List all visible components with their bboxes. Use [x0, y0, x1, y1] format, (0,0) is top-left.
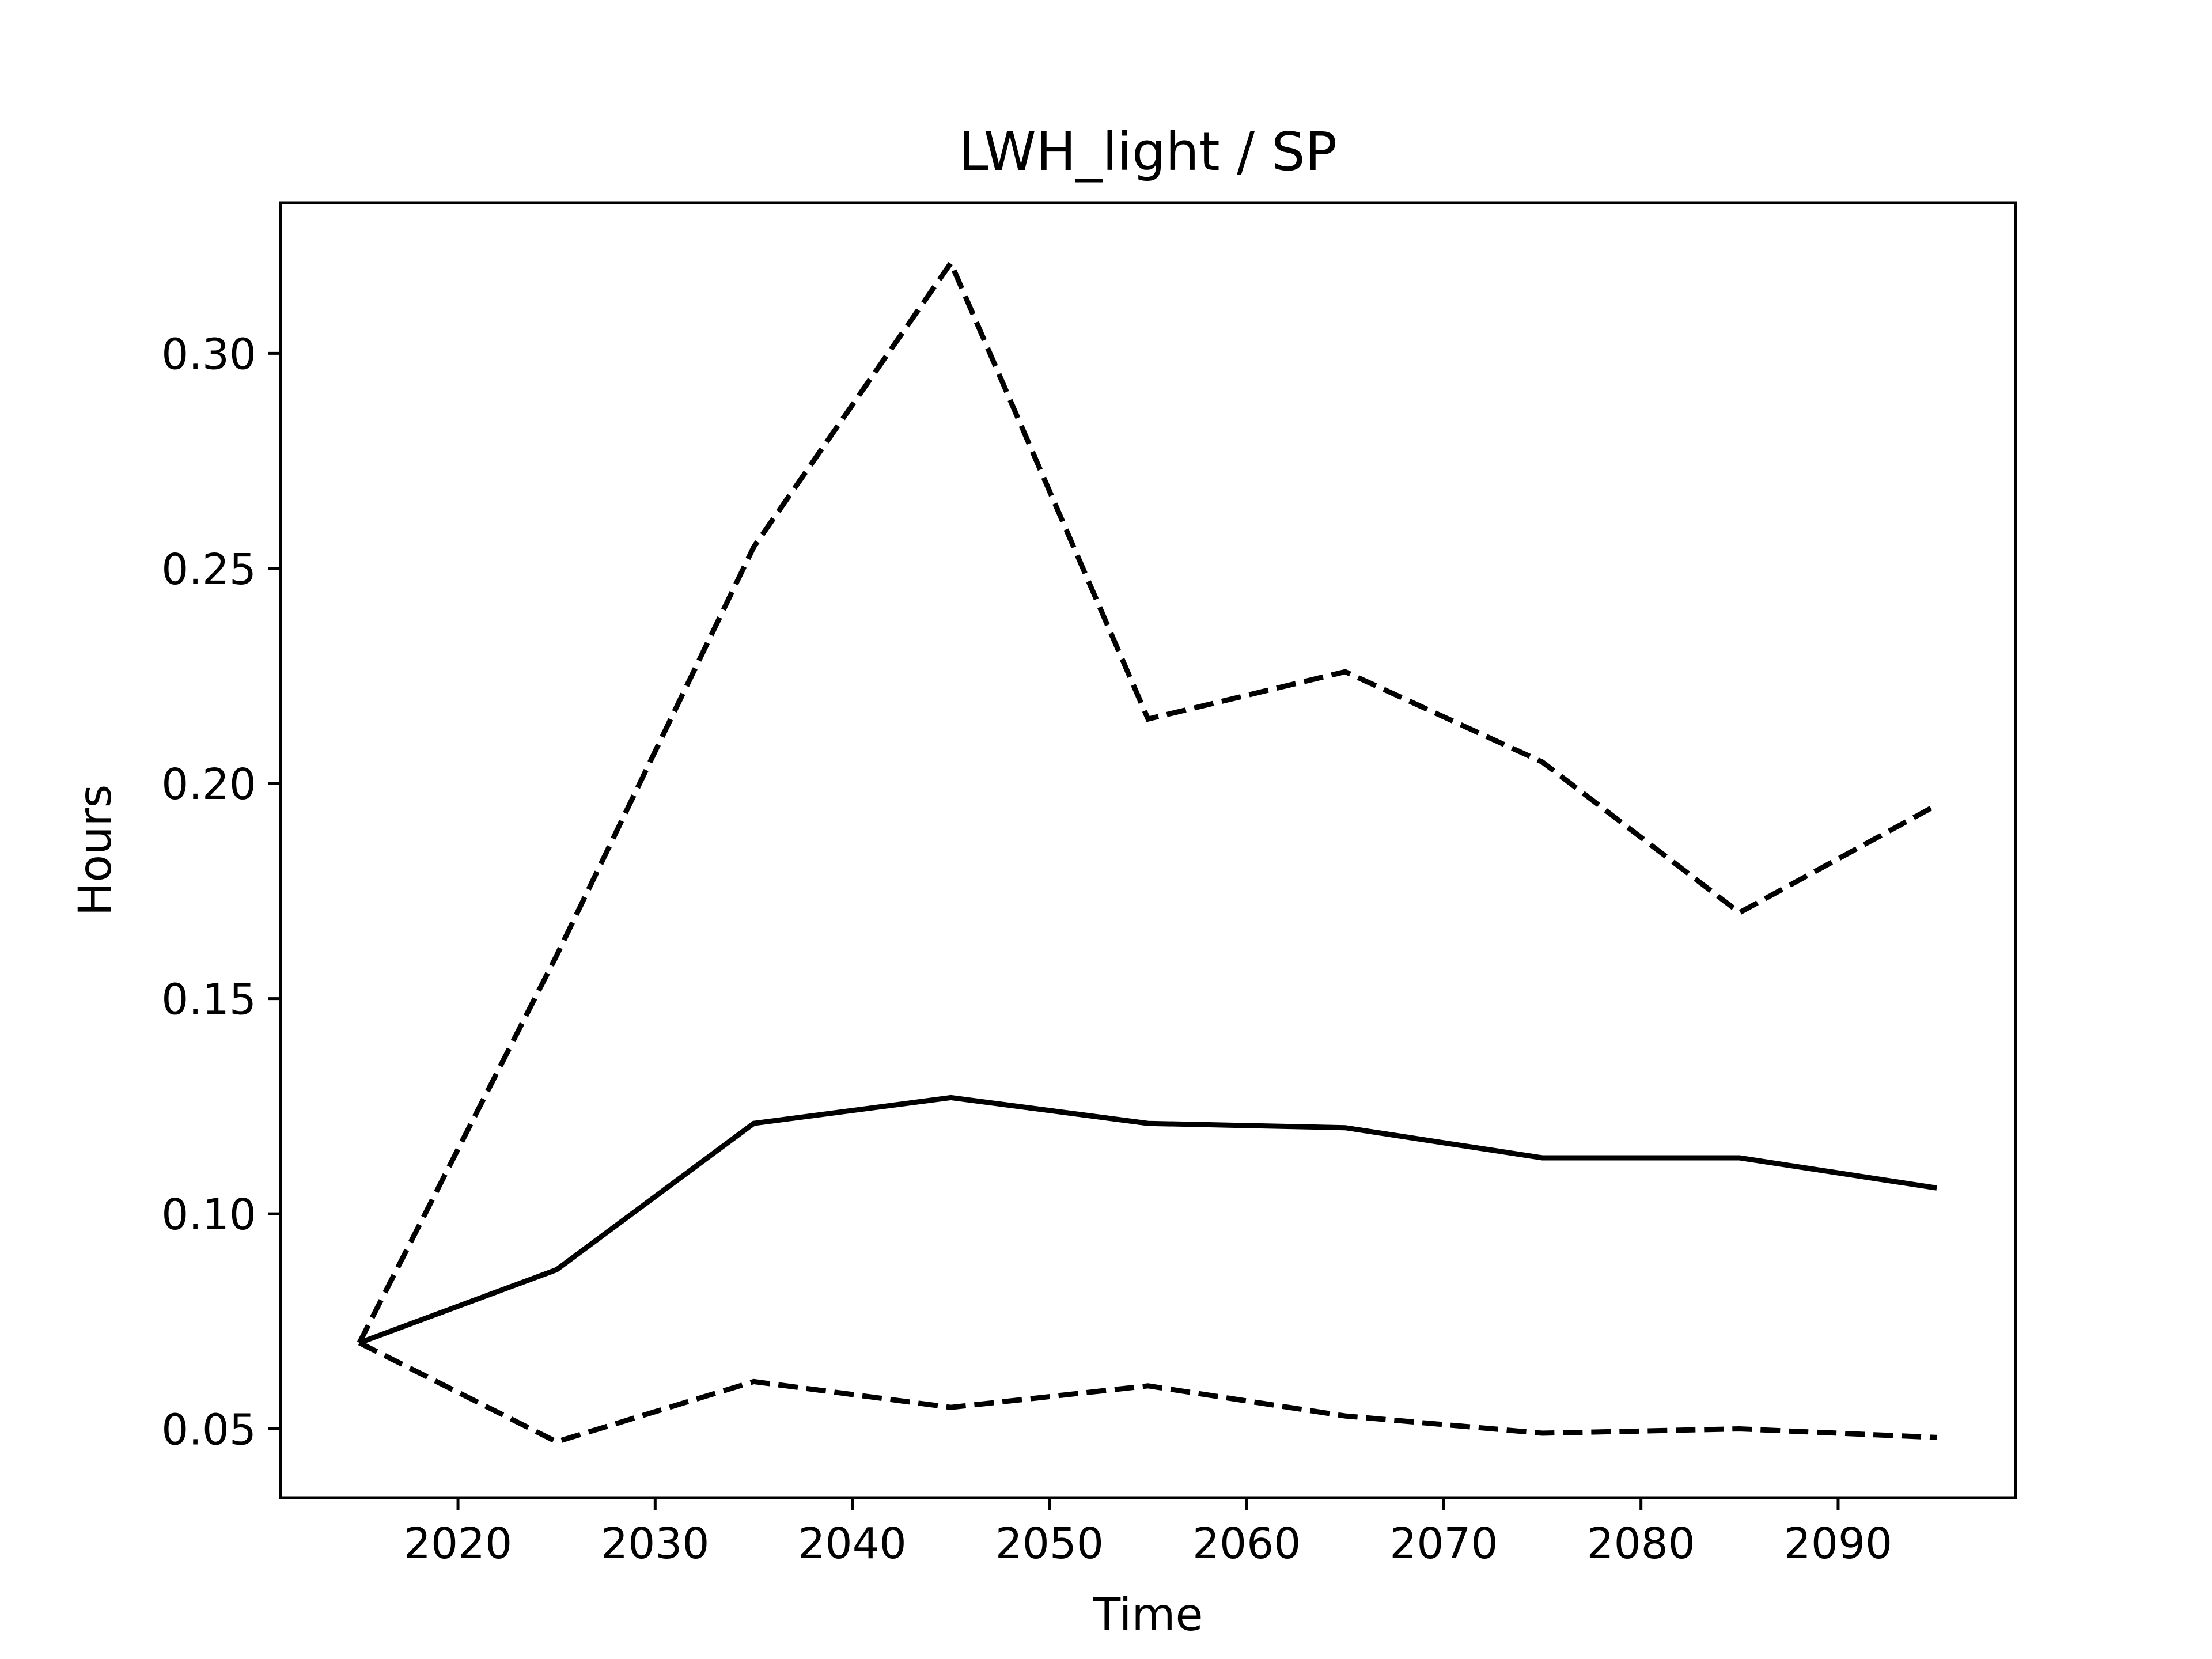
x-axis-label: Time — [1093, 1589, 1203, 1641]
y-tick-label: 0.30 — [161, 329, 256, 379]
y-tick-label: 0.10 — [161, 1190, 256, 1240]
x-tick-label: 2020 — [404, 1519, 512, 1569]
plot-area — [357, 257, 1938, 1445]
x-tick-label: 2050 — [995, 1519, 1104, 1569]
x-tick-label: 2030 — [601, 1519, 709, 1569]
y-tick-label: 0.25 — [161, 545, 256, 594]
y-tick-label: 0.05 — [161, 1406, 256, 1455]
chart-title: LWH_light / SP — [959, 121, 1337, 183]
series-line-mean — [358, 1094, 1937, 1346]
series-line-lower-bound — [358, 1340, 1937, 1445]
y-axis-label: Hours — [70, 785, 122, 916]
x-tick-label: 2060 — [1192, 1519, 1301, 1569]
x-tick-label: 2040 — [798, 1519, 906, 1569]
y-axis-ticks: 0.05 0.10 0.15 0.20 0.25 0.30 — [161, 329, 281, 1455]
series-line-upper-bound — [357, 257, 1938, 1344]
x-axis-ticks: 2020 2030 2040 2050 2060 2070 2080 2090 — [404, 1498, 1892, 1569]
x-tick-label: 2080 — [1587, 1519, 1695, 1569]
x-tick-label: 2070 — [1389, 1519, 1498, 1569]
x-tick-label: 2090 — [1784, 1519, 1892, 1569]
y-tick-label: 0.20 — [161, 760, 256, 809]
axes-frame — [279, 201, 2017, 1499]
y-tick-label: 0.15 — [161, 975, 256, 1025]
